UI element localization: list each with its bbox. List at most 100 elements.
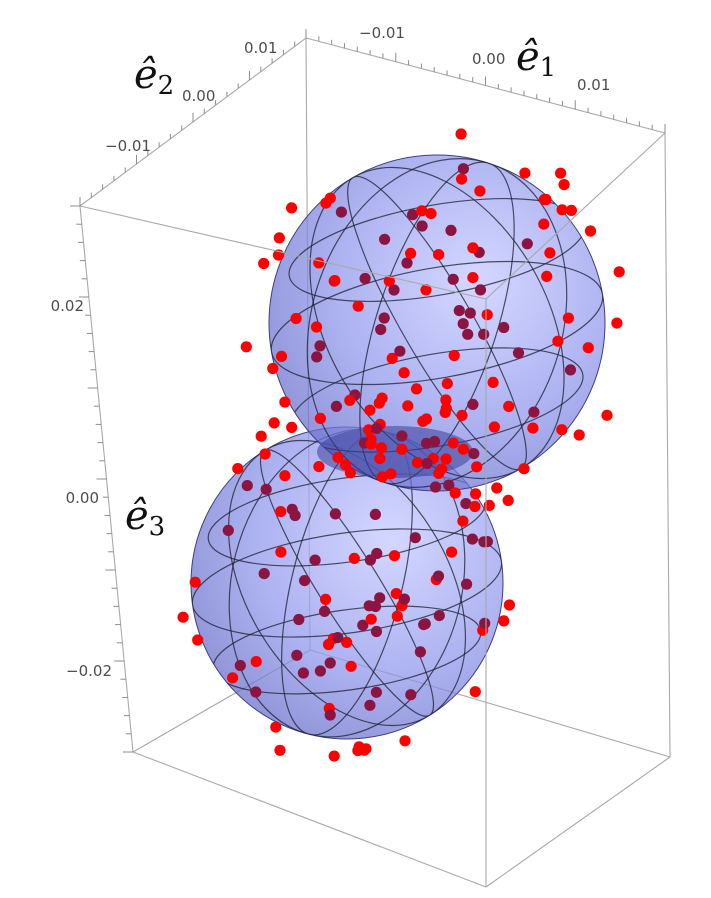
scatter-point — [330, 508, 341, 519]
x-tick-label: −0.01 — [359, 24, 405, 42]
scatter-point — [457, 516, 468, 527]
scatter-point — [364, 600, 375, 611]
scatter-point — [539, 194, 550, 205]
scatter-point — [433, 249, 444, 260]
scatter-point — [178, 612, 189, 623]
scatter-point — [410, 532, 421, 543]
scatter-point — [374, 453, 385, 464]
scatter-point — [429, 436, 440, 447]
scatter-point — [313, 257, 324, 268]
scatter-point — [434, 610, 445, 621]
scatter-point — [396, 430, 407, 441]
y-axis-label-index: 2 — [158, 71, 175, 101]
scatter-point — [279, 397, 290, 408]
scatter-point — [559, 179, 570, 190]
scatter-point — [470, 686, 481, 697]
scatter-point — [286, 202, 297, 213]
scatter-point — [269, 417, 280, 428]
scatter-point — [371, 548, 382, 559]
scatter-point — [349, 553, 360, 564]
scatter-point — [468, 448, 479, 459]
scatter-point — [482, 536, 493, 547]
scatter-point — [601, 410, 612, 421]
scatter-point — [611, 318, 622, 329]
scatter-point — [360, 273, 371, 284]
scatter-point — [448, 438, 459, 449]
scatter-point — [232, 463, 243, 474]
scatter-point — [462, 329, 473, 340]
scatter-point — [291, 313, 302, 324]
scatter-point — [325, 709, 336, 720]
scatter-point — [376, 442, 387, 453]
scatter-point — [315, 665, 326, 676]
y-axis-label-symbol: ê — [134, 52, 158, 98]
scatter-point — [557, 204, 568, 215]
scatter-point — [470, 488, 481, 499]
scatter-point — [374, 398, 385, 409]
scatter-point — [467, 399, 478, 410]
scatter-point — [433, 571, 444, 582]
x-axis-label-symbol: ê — [516, 34, 540, 80]
scatter-point — [394, 346, 405, 357]
scatter-point — [478, 329, 489, 340]
scatter-point — [319, 606, 330, 617]
scatter-point — [251, 656, 262, 667]
scatter-point — [489, 421, 500, 432]
scatter-point — [311, 351, 322, 362]
scatter-point — [442, 378, 453, 389]
scatter-point — [448, 274, 459, 285]
scatter-point — [614, 266, 625, 277]
x-axis-label: ê1 — [516, 34, 556, 83]
z-axis-label: ê3 — [125, 493, 165, 542]
scatter-point — [366, 439, 377, 450]
scatter-point — [332, 452, 343, 463]
scatter-point — [396, 444, 407, 455]
scatter-point — [465, 308, 476, 319]
scatter-point — [504, 599, 515, 610]
scatter-point — [401, 257, 412, 268]
scatter-point — [377, 471, 388, 482]
scatter-point — [421, 413, 432, 424]
scatter-point — [420, 618, 431, 629]
scatter-point — [475, 284, 486, 295]
scatter-point — [454, 305, 465, 316]
scatter-point — [469, 501, 480, 512]
scatter-point — [352, 745, 363, 756]
scatter-point — [353, 301, 364, 312]
scatter-point — [552, 336, 563, 347]
scatter-point — [467, 534, 478, 545]
scatter-point — [416, 205, 427, 216]
scatter-point — [293, 614, 304, 625]
scatter-point — [371, 423, 382, 434]
scatter-point — [290, 510, 301, 521]
scatter-point — [256, 431, 267, 442]
scatter-point — [299, 575, 310, 586]
scatter-point — [336, 207, 347, 218]
scatter-point — [320, 594, 331, 605]
z-axis-label-index: 3 — [149, 512, 166, 542]
scatter-point — [329, 751, 340, 762]
scatter-point — [522, 238, 533, 249]
scatter-point — [441, 453, 452, 464]
scatter-point — [286, 422, 297, 433]
scatter-point — [275, 506, 286, 517]
scatter-point — [320, 198, 331, 209]
scatter-point — [519, 168, 530, 179]
scatter-point — [482, 309, 493, 320]
scatter-point — [371, 687, 382, 698]
y-axis-label: ê2 — [134, 52, 174, 101]
z-tick-label: −0.02 — [66, 662, 112, 680]
scatter-point — [227, 672, 238, 683]
scatter-point — [479, 618, 490, 629]
scatter-point — [491, 482, 502, 493]
scatter-point — [314, 340, 325, 351]
scatter-point — [364, 405, 375, 416]
scatter-point — [371, 626, 382, 637]
scatter-point — [274, 232, 285, 243]
scatter-point — [344, 395, 355, 406]
scatter-point — [430, 481, 441, 492]
scatter-point — [417, 220, 428, 231]
scatter-point — [471, 461, 482, 472]
scatter-point — [412, 457, 423, 468]
